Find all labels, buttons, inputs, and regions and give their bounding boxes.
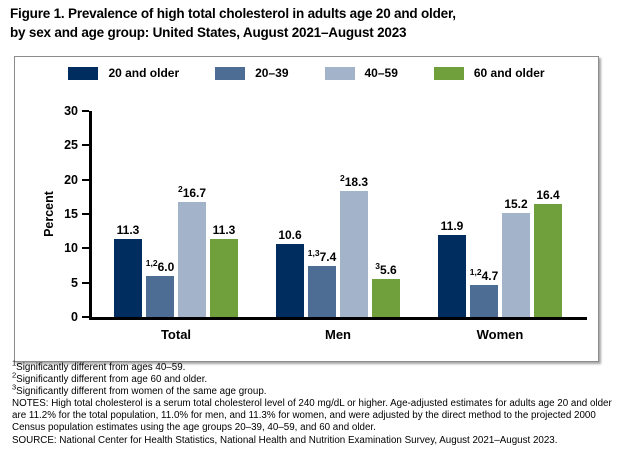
figure-title-line1: Figure 1. Prevalence of high total chole…	[10, 6, 456, 21]
bar-column: 15.2	[502, 111, 530, 317]
bar-column: 10.6	[276, 111, 304, 317]
y-axis-tick-label: 10	[64, 241, 78, 256]
y-axis-tick	[82, 110, 89, 112]
footnote-line: 2Significantly different from age 60 and…	[12, 370, 208, 386]
legend-label: 40–59	[364, 66, 398, 80]
legend-label: 20–39	[255, 66, 289, 80]
footnote-marker: 1	[12, 358, 17, 368]
footnote-line: NOTES: High total cholesterol is a serum…	[12, 398, 612, 434]
footnote-line: 3Significantly different from women of t…	[12, 382, 267, 398]
bar-group: 11.3 1,26.0 216.7 11.3 Total	[114, 111, 238, 342]
bar	[372, 278, 400, 317]
bar-value-label: 218.3	[339, 173, 369, 190]
y-axis-tick-label: 15	[64, 207, 78, 221]
bar-footnote-marker: 1,2	[469, 266, 482, 277]
bar-value-label: 1,24.7	[469, 266, 499, 283]
bar	[308, 266, 336, 317]
y-axis-tick	[82, 247, 89, 250]
footnote-line: 1Significantly different from ages 40–59…	[12, 358, 186, 373]
bar	[502, 212, 530, 317]
legend-swatch	[68, 66, 99, 80]
y-axis-tick-label: 5	[71, 275, 78, 290]
footnote-line: SOURCE: National Center for Health Stati…	[12, 434, 558, 446]
figure-title: Figure 1. Prevalence of high total chole…	[10, 5, 616, 42]
bar-value-label: 11.9	[440, 219, 464, 234]
bar-column: 216.7	[178, 111, 206, 317]
bar	[178, 202, 206, 317]
legend-swatch	[433, 66, 464, 80]
y-axis-tick	[82, 213, 89, 215]
plot-area: Percent 11.3 1,26.0 216.7 11.3 Total 10.6 1,37…	[42, 104, 587, 342]
y-axis-tick	[82, 178, 89, 181]
bar	[470, 284, 498, 317]
bar-column: 11.9	[438, 111, 466, 317]
bar-column: 1,26.0	[146, 111, 174, 317]
bar-column: 11.3	[114, 111, 142, 317]
bar-column: 218.3	[340, 111, 368, 317]
y-axis-tick	[82, 281, 89, 284]
bar-column: 1,24.7	[470, 111, 498, 317]
y-axis-tick-label: 25	[64, 138, 78, 153]
bar	[146, 275, 174, 317]
bar-value-label: 11.3	[116, 223, 140, 238]
footnotes: 1Significantly different from ages 40–59…	[12, 358, 614, 447]
bar-value-label: 16.4	[536, 188, 560, 203]
bar-group: 11.9 1,24.7 15.2 16.4 Women	[438, 111, 562, 342]
bar	[534, 204, 562, 317]
bar	[276, 244, 304, 317]
footnote-marker: 2	[12, 370, 17, 380]
legend: 20 and older 20–39 40–59 60 and older	[15, 66, 598, 80]
y-axis-tick-label: 20	[64, 172, 78, 187]
y-axis-tick	[82, 316, 89, 318]
bar	[438, 235, 466, 317]
bar-column: 16.4	[534, 111, 562, 317]
category-label: Men	[325, 327, 351, 342]
bar-footnote-marker: 3	[375, 260, 381, 271]
bar	[210, 239, 238, 317]
footnote-marker: 3	[12, 382, 17, 392]
bar-group: 10.6 1,37.4 218.3 35.6 Men	[276, 111, 400, 342]
bar-groups: 11.3 1,26.0 216.7 11.3 Total 10.6 1,37.4 218.3 3…	[92, 111, 587, 342]
bar-footnote-marker: 1,3	[307, 248, 320, 259]
legend-swatch	[215, 66, 246, 80]
category-label: Women	[476, 327, 524, 342]
bar-footnote-marker: 2	[177, 184, 183, 195]
legend-item: 20 and older	[68, 66, 179, 80]
bar-value-label: 15.2	[504, 196, 528, 211]
bar	[340, 191, 368, 317]
bar-value-label: 10.6	[278, 228, 302, 243]
legend-item: 20–39	[215, 66, 289, 80]
bar-column: 1,37.4	[308, 111, 336, 317]
bar-value-label: 1,26.0	[145, 257, 175, 274]
figure-title-line2: by sex and age group: United States, Aug…	[10, 24, 407, 40]
y-axis-tick	[82, 144, 89, 147]
chart-frame: 20 and older 20–39 40–59 60 and older Perce…	[14, 56, 599, 362]
bar	[114, 239, 142, 317]
legend-swatch	[324, 66, 355, 80]
bar-value-label: 1,37.4	[307, 248, 337, 265]
bar-value-label: 35.6	[375, 260, 397, 277]
y-axis-tick-label: 0	[71, 310, 78, 324]
category-label: Total	[160, 327, 192, 342]
legend-label: 60 and older	[473, 66, 545, 80]
bar-column: 35.6	[372, 111, 400, 317]
bar-value-label: 11.3	[212, 223, 236, 238]
legend-item: 60 and older	[433, 66, 545, 80]
bar-footnote-marker: 1,2	[145, 257, 158, 268]
legend-label: 20 and older	[108, 66, 180, 80]
bar-value-label: 216.7	[177, 184, 207, 201]
bar-column: 11.3	[210, 111, 238, 317]
y-axis-tick-label: 30	[64, 104, 78, 118]
bar-footnote-marker: 2	[339, 173, 345, 184]
legend-item: 40–59	[324, 66, 398, 80]
